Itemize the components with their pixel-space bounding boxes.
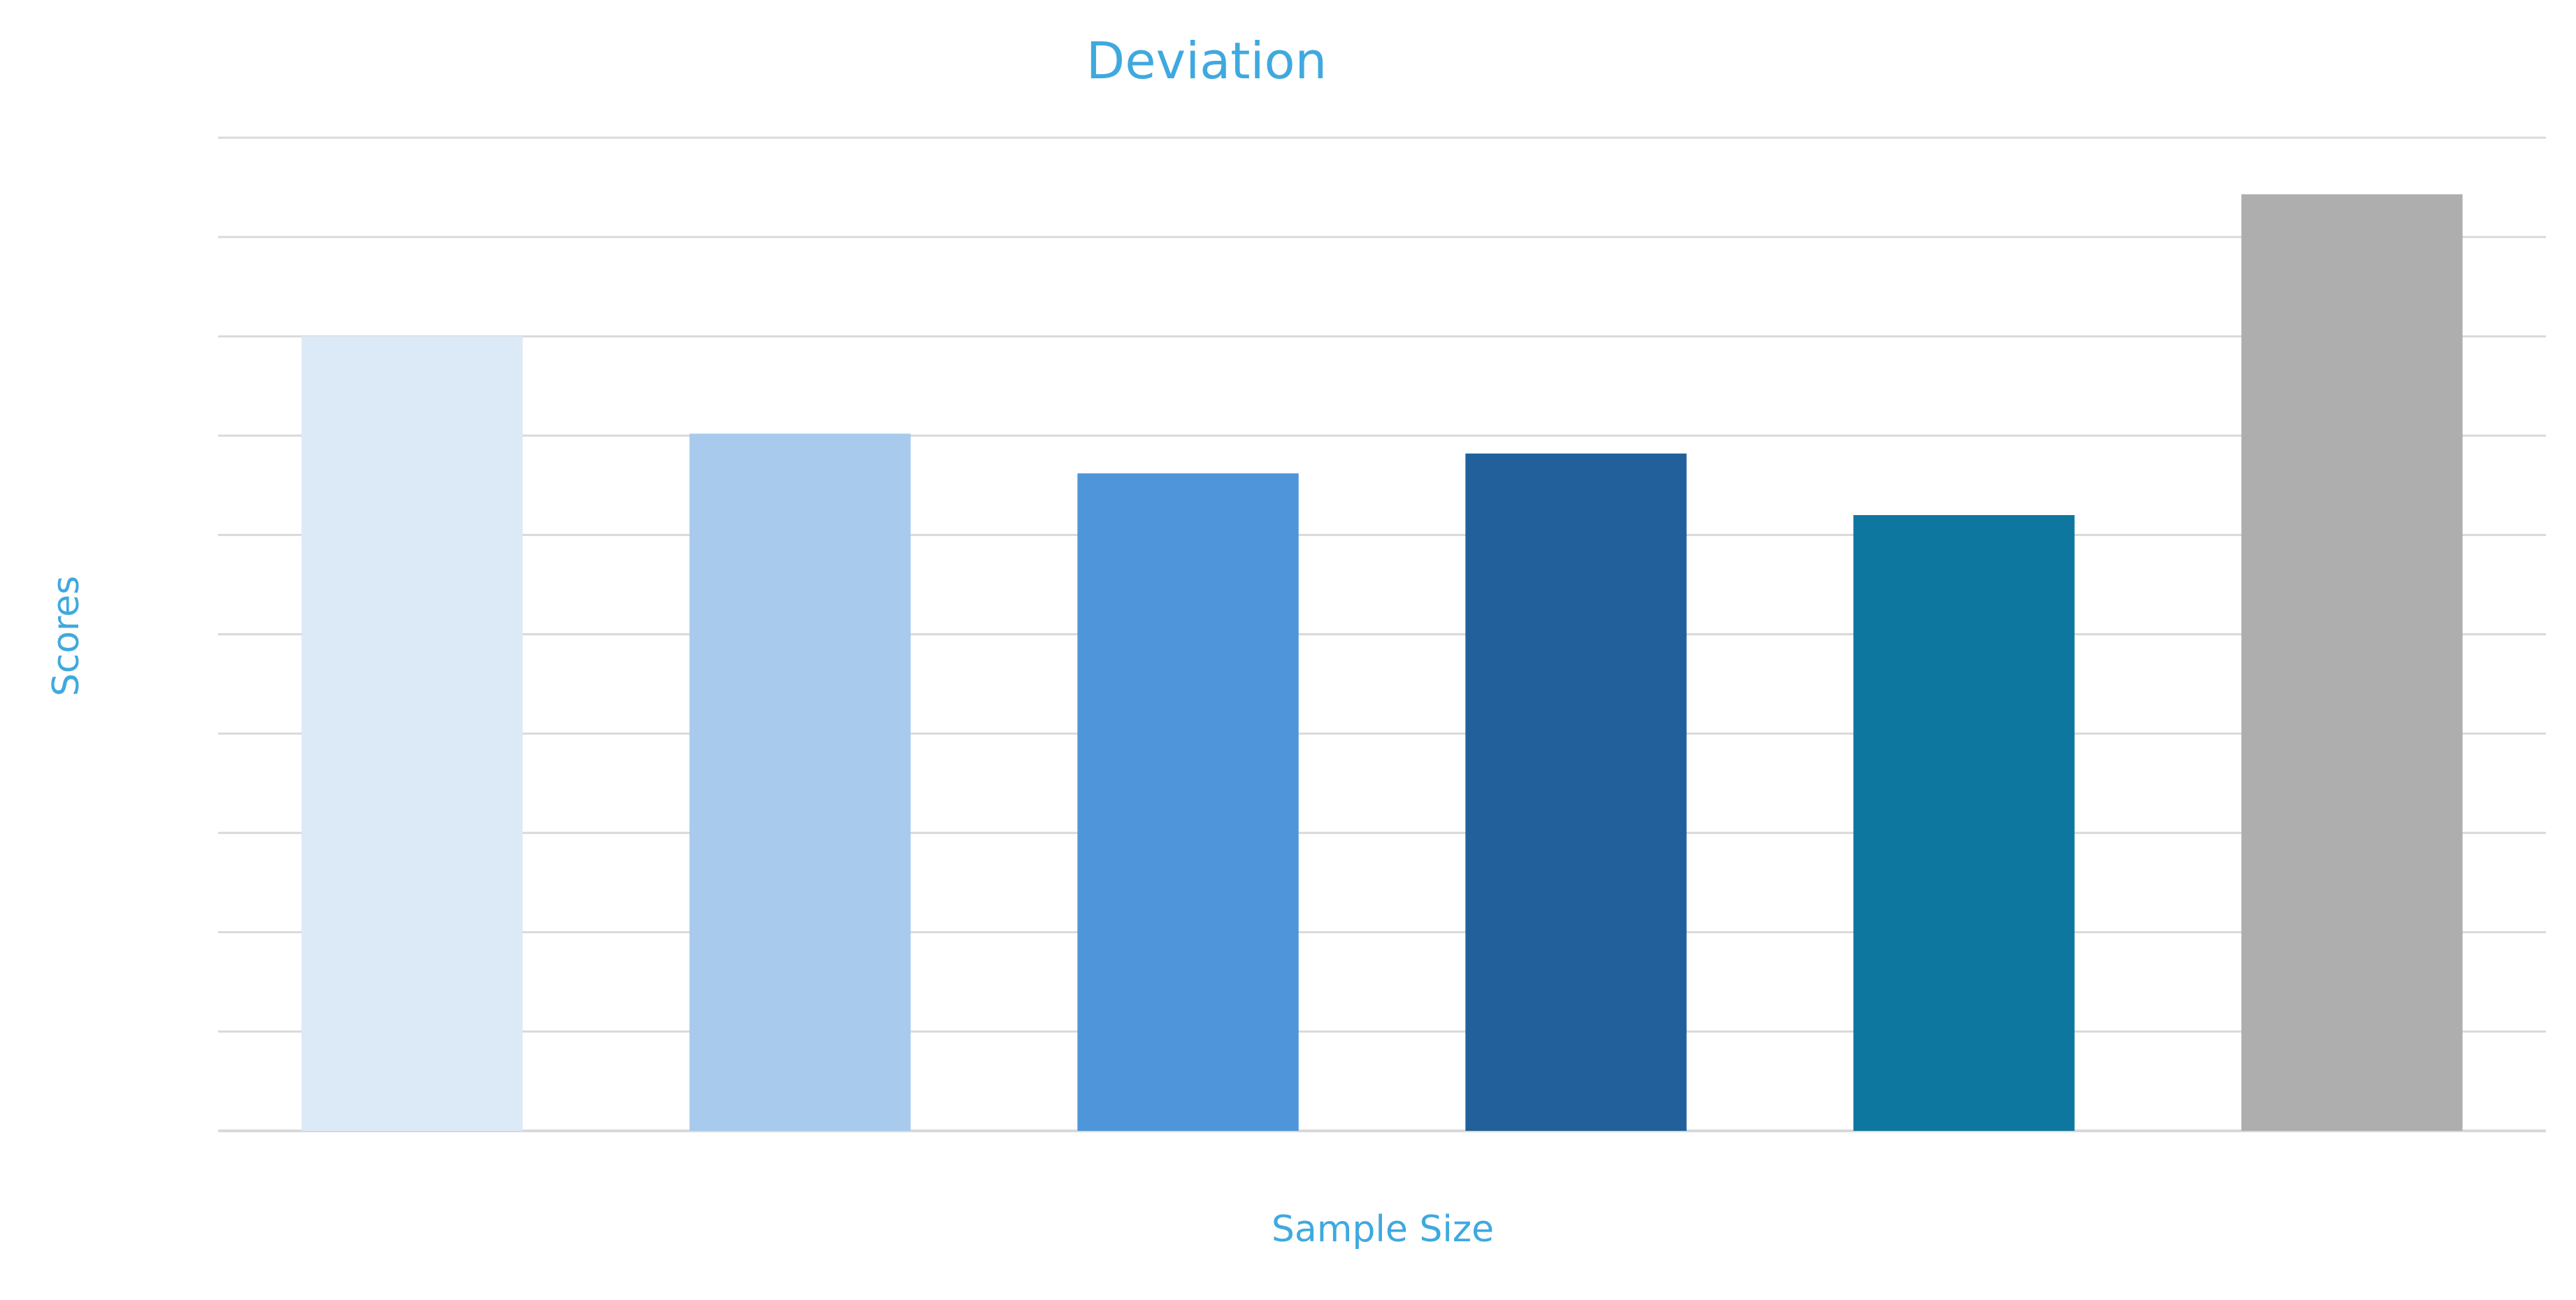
bar-5: [1853, 514, 2075, 1131]
gridlines: [218, 136, 2546, 1132]
bar-2: [689, 433, 911, 1131]
bar-1: [301, 336, 523, 1132]
y-axis-label: Scores: [45, 576, 87, 697]
x-axis-label: Sample Size: [1272, 1208, 1494, 1250]
bar-4: [1465, 453, 1687, 1131]
bar-6: [2241, 194, 2463, 1131]
bars: [301, 194, 2463, 1132]
bar-3: [1077, 473, 1299, 1131]
chart-title: Deviation: [1086, 31, 1327, 90]
